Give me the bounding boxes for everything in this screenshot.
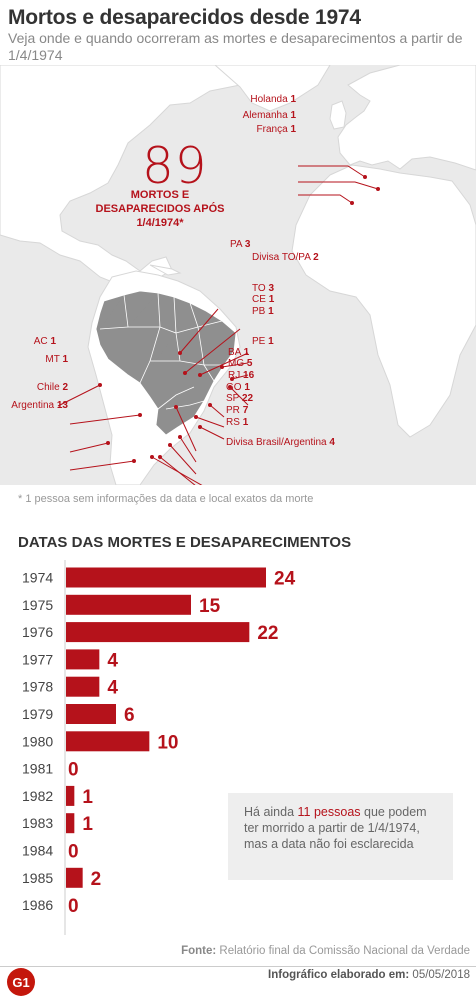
y-tick-label: 1979 xyxy=(22,706,53,722)
north-america-landmass xyxy=(0,65,256,288)
europe-landmass xyxy=(337,65,476,171)
bar-1977 xyxy=(66,649,100,670)
bar-1976 xyxy=(66,622,250,643)
map-label-mg: MG 5 xyxy=(228,358,253,369)
map-label-sp: SP 22 xyxy=(226,393,254,404)
credit-line: Infográfico elaborado em: 05/05/2018 xyxy=(268,969,470,981)
bar-1983 xyxy=(66,813,75,834)
data-label-1981: 0 xyxy=(68,760,79,781)
data-label-1975: 15 xyxy=(199,596,221,617)
data-label-1977: 4 xyxy=(107,650,118,671)
data-label-1978: 4 xyxy=(107,678,118,699)
y-tick-label: 1974 xyxy=(22,570,53,586)
map-label-chile: Chile 2 xyxy=(36,382,68,393)
map-label-franca: França 1 xyxy=(256,124,296,135)
greenland-landmass xyxy=(214,65,331,112)
map-leader-lines xyxy=(57,165,380,485)
uk-landmass xyxy=(329,100,347,130)
note-box: Há ainda 11 pessoas que podem ter morrid… xyxy=(228,793,453,880)
bar-1975 xyxy=(66,594,191,615)
data-label-1985: 2 xyxy=(91,869,102,890)
y-tick-label: 1986 xyxy=(22,897,53,913)
page-title: Mortos e desaparecidos desde 1974 xyxy=(8,6,361,29)
map-footnote: * 1 pessoa sem informações da data e loc… xyxy=(18,493,314,505)
map: 89 MORTOS E DESAPARECIDOS APÓS 1/4/1974* xyxy=(0,65,476,485)
bar-1978 xyxy=(66,676,100,697)
map-label-pr: PR 7 xyxy=(226,405,249,416)
data-label-1979: 6 xyxy=(124,705,135,726)
map-label-ba: BA 1 xyxy=(228,347,250,358)
svg-text:G1: G1 xyxy=(12,975,29,990)
map-label-alemanha: Alemanha 1 xyxy=(242,110,296,121)
data-label-1976: 22 xyxy=(257,623,278,644)
data-label-1974: 24 xyxy=(274,569,296,590)
y-tick-label: 1976 xyxy=(22,624,53,640)
g1-logo-icon: G1 xyxy=(7,968,35,996)
map-label-divisa-to-pa: Divisa TO/PA 2 xyxy=(252,252,319,263)
data-label-1980: 10 xyxy=(157,732,178,753)
y-tick-label: 1982 xyxy=(22,788,53,804)
data-label-1984: 0 xyxy=(68,842,79,863)
map-label-ce: CE 1 xyxy=(252,294,275,305)
data-label-1986: 0 xyxy=(68,896,79,917)
footer-divider xyxy=(0,966,476,967)
map-label-holanda: Holanda 1 xyxy=(250,94,296,105)
bar-1982 xyxy=(66,785,75,806)
africa-landmass xyxy=(291,164,476,438)
total-caption: MORTOS E DESAPARECIDOS APÓS 1/4/1974* xyxy=(95,189,225,229)
y-tick-label: 1980 xyxy=(22,733,53,749)
map-label-pb: PB 1 xyxy=(252,306,274,317)
bar-1979 xyxy=(66,704,116,724)
bar-1985 xyxy=(66,867,83,888)
note-highlight: 11 pessoas xyxy=(297,805,361,819)
bar-1980 xyxy=(66,731,150,752)
data-label-1983: 1 xyxy=(82,814,93,835)
chart-title: DATAS DAS MORTES E DESAPARECIMENTOS xyxy=(18,534,352,551)
map-label-to: TO 3 xyxy=(252,283,275,294)
world-map xyxy=(0,65,476,485)
data-label-1982: 1 xyxy=(82,787,93,808)
note-text: Há ainda 11 pessoas que podem ter morrid… xyxy=(244,805,427,851)
map-label-divisa-brasil-argentina: Divisa Brasil/Argentina 4 xyxy=(226,437,335,448)
y-tick-label: 1985 xyxy=(22,870,53,886)
y-tick-label: 1975 xyxy=(22,597,53,613)
map-label-go: GO 1 xyxy=(226,382,250,393)
bar-1974 xyxy=(66,567,266,588)
map-label-pa: PA 3 xyxy=(230,239,251,250)
map-label-rj: RJ 16 xyxy=(228,370,255,381)
y-tick-label: 1981 xyxy=(22,761,53,777)
map-label-argentina: Argentina 13 xyxy=(11,400,68,411)
map-label-pe: PE 1 xyxy=(252,336,274,347)
page-subtitle: Veja onde e quando ocorreram as mortes e… xyxy=(8,30,463,63)
source-line: Fonte: Relatório final da Comissão Nacio… xyxy=(181,945,470,957)
caribbean-landmass xyxy=(149,264,182,276)
y-tick-label: 1984 xyxy=(22,843,53,859)
total-count: 89 xyxy=(142,137,208,195)
map-label-rs: RS 1 xyxy=(226,417,249,428)
map-label-ac: AC 1 xyxy=(33,336,56,347)
brazil-state-borders xyxy=(99,292,224,410)
y-tick-label: 1977 xyxy=(22,651,53,667)
y-tick-label: 1978 xyxy=(22,679,53,695)
map-label-mt: MT 1 xyxy=(45,354,68,365)
y-tick-label: 1983 xyxy=(22,815,53,831)
